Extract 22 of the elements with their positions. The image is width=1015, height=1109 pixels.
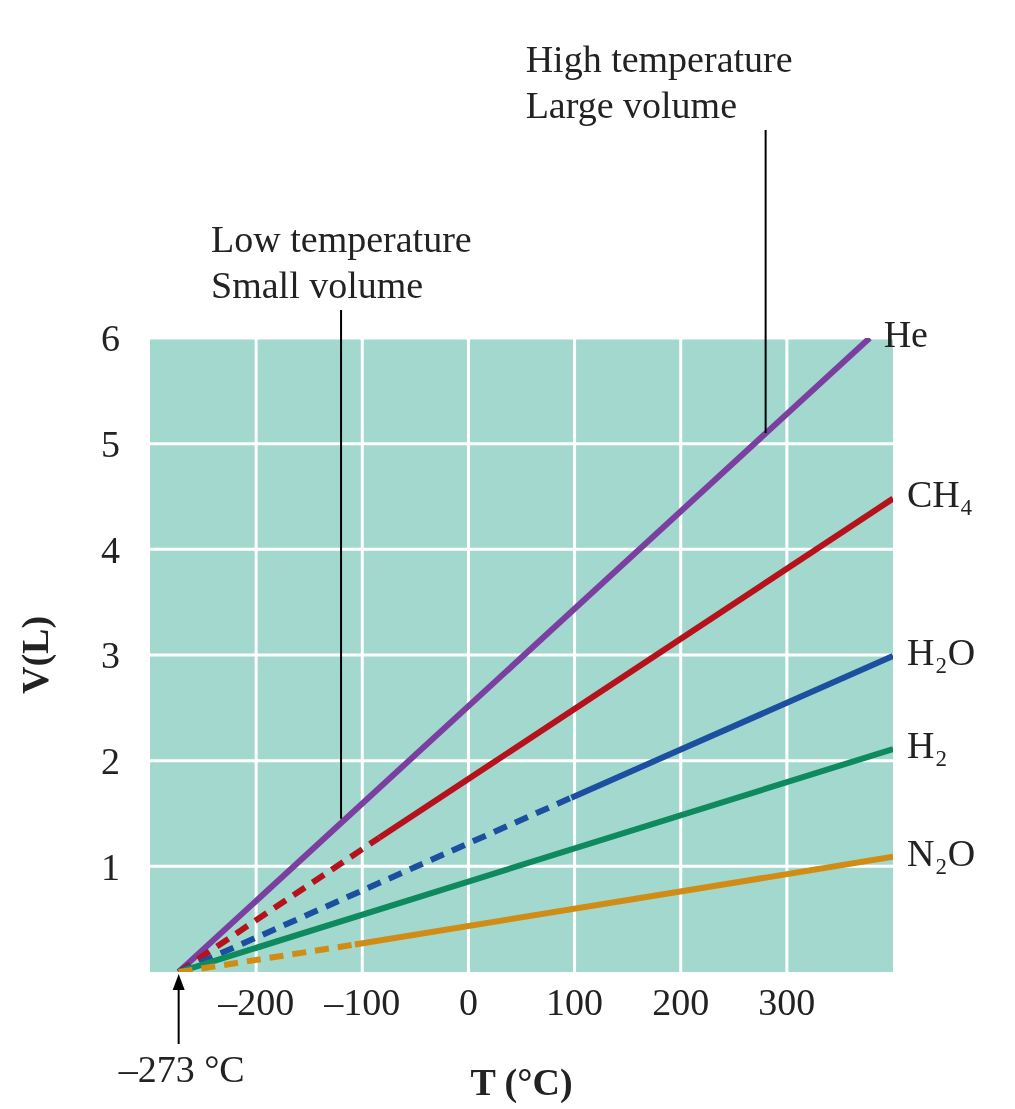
annotation: –273 °C (117, 1048, 245, 1090)
x-axis-title: T (°C) (470, 1061, 573, 1104)
series-label: He (883, 312, 928, 355)
annotation: High temperature Large volume (525, 38, 793, 126)
x-tick-label: 0 (458, 980, 478, 1023)
series-label: CH₄ (907, 473, 974, 516)
series-label: N₂O (907, 831, 976, 874)
series-label: H₂O (907, 630, 976, 673)
x-tick-label: –100 (323, 980, 401, 1023)
series-label: H₂ (907, 723, 948, 766)
x-tick-label: –200 (217, 980, 295, 1023)
y-tick-label: 2 (101, 740, 120, 783)
x-tick-label: 100 (546, 980, 604, 1023)
x-tick-label: 200 (652, 980, 710, 1023)
y-tick-label: 3 (101, 634, 120, 677)
annotation: Low temperature Small volume (211, 218, 472, 306)
y-tick-label: 5 (101, 423, 120, 466)
y-tick-label: 6 (101, 317, 120, 360)
y-axis-title: V(L) (14, 615, 57, 695)
y-tick-label: 1 (101, 845, 120, 888)
y-tick-label: 4 (101, 528, 120, 571)
x-tick-label: 300 (758, 980, 816, 1023)
